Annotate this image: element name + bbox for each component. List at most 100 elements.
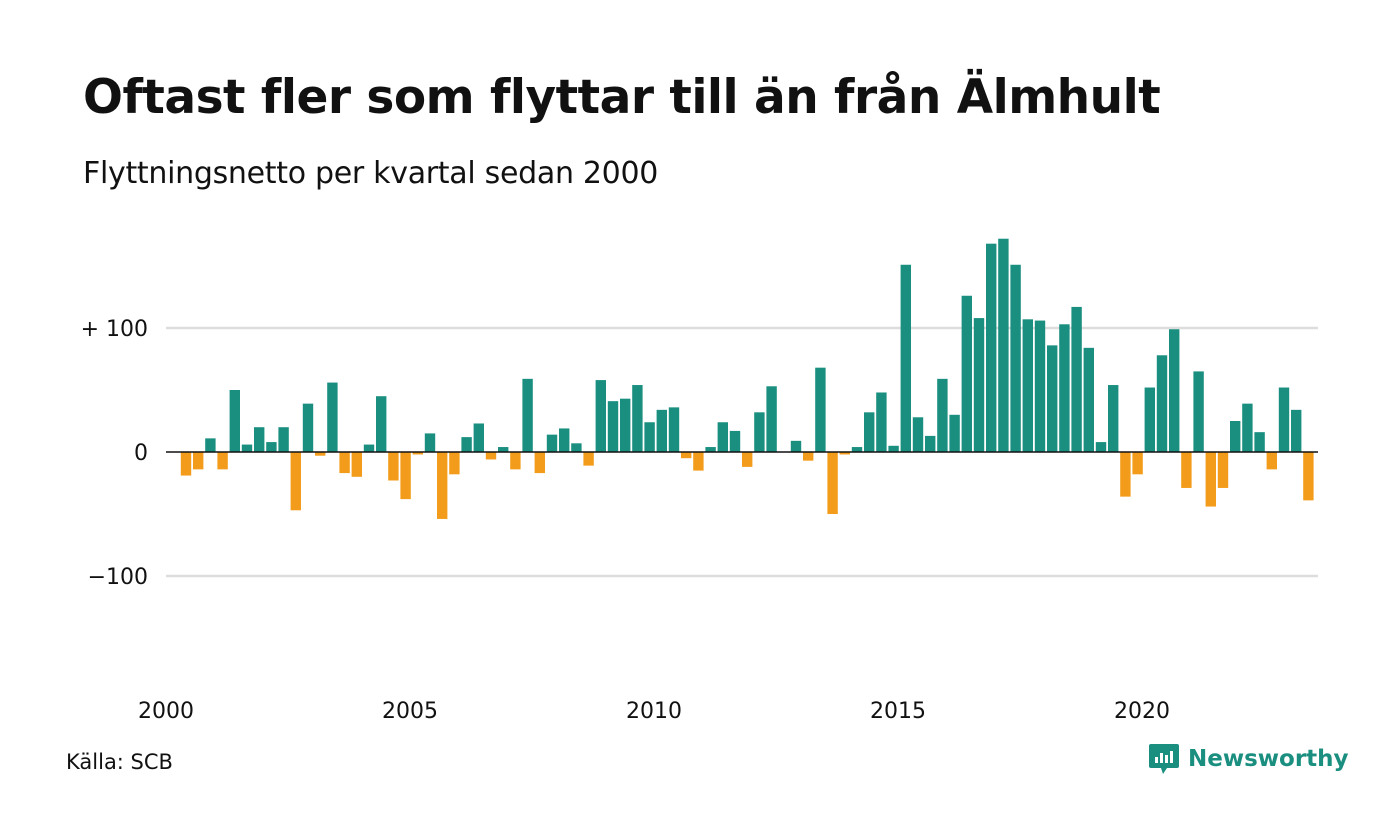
bar-negative: [351, 452, 362, 477]
bar-positive: [1193, 371, 1204, 452]
bar-positive: [998, 238, 1009, 452]
bar-positive: [973, 318, 985, 452]
bar-negative: [400, 452, 411, 500]
bar-positive: [1254, 432, 1265, 452]
bar-negative: [485, 452, 497, 460]
bar-positive: [900, 264, 911, 452]
bar-negative: [534, 452, 545, 474]
bar-positive: [656, 409, 667, 452]
bar-positive: [1278, 387, 1290, 452]
bar-positive: [632, 385, 643, 452]
bar-positive: [937, 378, 948, 452]
source-label: Källa: SCB: [66, 750, 173, 774]
bar-negative: [388, 452, 399, 481]
bar-negative: [827, 452, 838, 514]
bar-positive: [498, 447, 509, 452]
bar-positive: [327, 382, 338, 452]
grid-lines: [166, 326, 1318, 578]
x-tick-label: 2005: [382, 699, 438, 724]
bar-negative: [1266, 452, 1277, 470]
bar-positive: [424, 433, 436, 452]
bar-positive: [241, 444, 253, 452]
bar-positive: [729, 430, 741, 452]
bar-negative: [180, 452, 192, 476]
bar-positive: [1156, 355, 1168, 452]
bar-positive: [705, 447, 716, 452]
bar-negative: [290, 452, 301, 511]
bar-negative: [1120, 452, 1131, 497]
bar-positive: [1108, 385, 1119, 452]
bar-positive: [461, 437, 472, 452]
bar-negative: [193, 452, 204, 470]
bar-negative: [510, 452, 521, 470]
bar-positive: [815, 367, 826, 452]
bar-positive: [1010, 264, 1021, 452]
bar-negative: [681, 452, 692, 459]
y-tick-label: + 100: [81, 317, 148, 342]
bar-chart: + 100 0 −100 2000 2005 2010 2015 2020: [81, 238, 1318, 724]
bar-positive: [668, 407, 680, 452]
bar-positive: [888, 445, 899, 452]
bar-negative: [437, 452, 448, 519]
bar-positive: [1083, 347, 1094, 452]
bar-negative: [412, 452, 423, 455]
bar-positive: [278, 427, 289, 452]
bar-positive: [644, 422, 655, 452]
chart-title: Oftast fler som flyttar till än från Älm…: [83, 70, 1161, 125]
y-axis-ticks: + 100 0 −100: [81, 317, 148, 590]
bar-positive: [546, 434, 558, 452]
bar-negative: [583, 452, 594, 466]
bar-positive: [254, 427, 265, 452]
bar-negative: [1132, 452, 1143, 475]
bar-positive: [559, 428, 570, 452]
bar-positive: [1291, 409, 1302, 452]
bar-negative: [1303, 452, 1314, 501]
bar-positive: [1169, 329, 1180, 452]
brand-logo: Newsworthy: [1148, 742, 1349, 776]
bar-positive: [912, 417, 924, 452]
bar-positive: [754, 412, 765, 452]
bar-positive: [1034, 320, 1046, 452]
y-tick-label: 0: [134, 441, 148, 466]
bar-positive: [790, 440, 802, 452]
bar-positive: [1059, 324, 1070, 452]
newsworthy-logo-icon: [1149, 744, 1179, 774]
bar-negative: [315, 452, 326, 456]
x-tick-label: 2015: [870, 699, 926, 724]
bar-positive: [1230, 421, 1241, 452]
bar-positive: [1144, 387, 1155, 452]
bar-negative: [217, 452, 228, 470]
bar-positive: [607, 401, 619, 452]
bar-positive: [876, 392, 887, 452]
bar-negative: [449, 452, 460, 475]
bar-positive: [229, 390, 240, 452]
y-tick-label: −100: [88, 565, 148, 590]
bar-positive: [571, 443, 582, 452]
bar-positive: [864, 412, 875, 452]
bar-positive: [1242, 403, 1253, 452]
bars: [180, 238, 1314, 519]
bar-positive: [766, 386, 777, 452]
bar-positive: [522, 378, 533, 452]
bar-positive: [473, 423, 484, 452]
bar-negative: [803, 452, 814, 461]
bar-negative: [693, 452, 704, 471]
bar-positive: [595, 380, 606, 452]
bar-negative: [1217, 452, 1229, 488]
bar-positive: [363, 444, 375, 452]
bar-positive: [986, 243, 997, 452]
bar-positive: [1047, 345, 1058, 452]
bar-positive: [961, 295, 972, 452]
bar-positive: [851, 447, 863, 452]
bar-positive: [205, 438, 216, 452]
x-axis-ticks: 2000 2005 2010 2015 2020: [138, 699, 1170, 724]
x-tick-label: 2000: [138, 699, 194, 724]
bar-positive: [266, 442, 277, 452]
bar-positive: [717, 422, 728, 452]
brand-name: Newsworthy: [1188, 746, 1349, 772]
bar-positive: [925, 435, 936, 452]
bar-negative: [339, 452, 350, 474]
x-tick-label: 2020: [1114, 699, 1170, 724]
bar-positive: [376, 396, 387, 452]
bar-positive: [1095, 442, 1107, 452]
